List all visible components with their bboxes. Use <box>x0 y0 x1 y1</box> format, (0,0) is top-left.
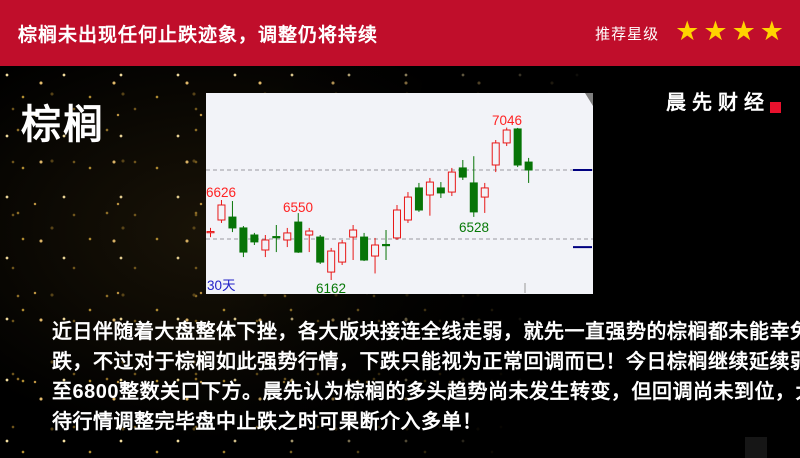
header-title: 棕榈未出现任何止跌迹象，调整仍将持续 <box>18 24 379 46</box>
candle-down <box>228 216 237 229</box>
candlestick-svg: 6626 6550 6162 6528 7046 30天 <box>206 93 593 294</box>
candle-down <box>513 128 522 166</box>
page-title: 棕榈 <box>21 103 105 147</box>
kline-chart-panel: 6626 6550 6162 6528 7046 30天 <box>206 93 593 294</box>
candle-up <box>447 171 456 193</box>
candle-up <box>349 229 358 238</box>
rating-label: 推荐星级 <box>595 25 660 43</box>
chart-label: 6550 <box>283 200 313 215</box>
analysis-line: 近日伴随着大盘整体下挫，各大版块接连全线走弱，就先一直强势的棕榈都未能幸免于难，… <box>52 321 800 343</box>
candle-up <box>491 142 500 166</box>
fold-corner-icon <box>585 93 593 106</box>
star-icon: ★ <box>675 16 700 46</box>
brand-name: 晨先财经 <box>666 92 770 114</box>
candle-down <box>360 236 369 261</box>
candle-up <box>480 187 489 198</box>
candle-down <box>469 182 478 213</box>
star-rating: ★ ★ ★ ★ <box>671 18 784 45</box>
analysis-line: 跌，不过对于棕榈如此强势行情，下跌只能视为正常回调而已！今日棕榈继续延续弱势走势… <box>52 351 800 373</box>
red-square-icon <box>770 102 781 113</box>
candle-down <box>239 227 248 253</box>
candle-up <box>502 129 511 144</box>
candle-up <box>305 230 314 236</box>
analysis-text: 近日伴随着大盘整体下挫，各大版块接连全线走弱，就先一直强势的棕榈都未能幸免于难，… <box>52 317 800 437</box>
candle-up <box>338 242 347 263</box>
candle-up <box>392 209 401 239</box>
candle-up <box>403 196 412 221</box>
candle-down <box>316 236 325 263</box>
candle-up <box>261 239 270 251</box>
candle-down <box>458 167 467 178</box>
candle-down <box>382 243 391 247</box>
candle-down <box>524 161 533 171</box>
candle-up <box>371 244 380 257</box>
candle-down <box>436 187 445 194</box>
analysis-line: 待行情调整完毕盘中止跌之时可果断介入多单！ <box>52 411 483 433</box>
chart-label: 30天 <box>207 278 236 293</box>
candle-down <box>294 221 303 253</box>
watermark-box <box>745 437 767 458</box>
star-icon: ★ <box>703 16 728 46</box>
candle-down <box>414 187 423 211</box>
candle-up <box>206 231 215 234</box>
candle-up <box>217 204 226 221</box>
header-bar: 棕榈未出现任何止跌迹象，调整仍将持续 推荐星级 ★ ★ ★ ★ <box>0 0 800 66</box>
candle-up <box>425 181 434 196</box>
candle-up <box>283 232 292 241</box>
chart-label: 6528 <box>459 220 489 235</box>
analysis-line: 至6800整数关口下方。晨先认为棕榈的多头趋势尚未发生转变，但回调尚未到位，大家… <box>52 381 800 403</box>
chart-label: 7046 <box>492 113 522 128</box>
candle-down <box>272 236 281 239</box>
star-icon: ★ <box>759 16 784 46</box>
brand-logo: 晨先财经 <box>666 86 781 115</box>
chart-label: 6626 <box>206 185 236 200</box>
rating: 推荐星级 ★ ★ ★ ★ <box>595 0 784 66</box>
candle-down <box>250 234 259 243</box>
chart-label: 6162 <box>316 281 346 294</box>
star-icon: ★ <box>731 16 756 46</box>
candle-up <box>327 250 336 273</box>
